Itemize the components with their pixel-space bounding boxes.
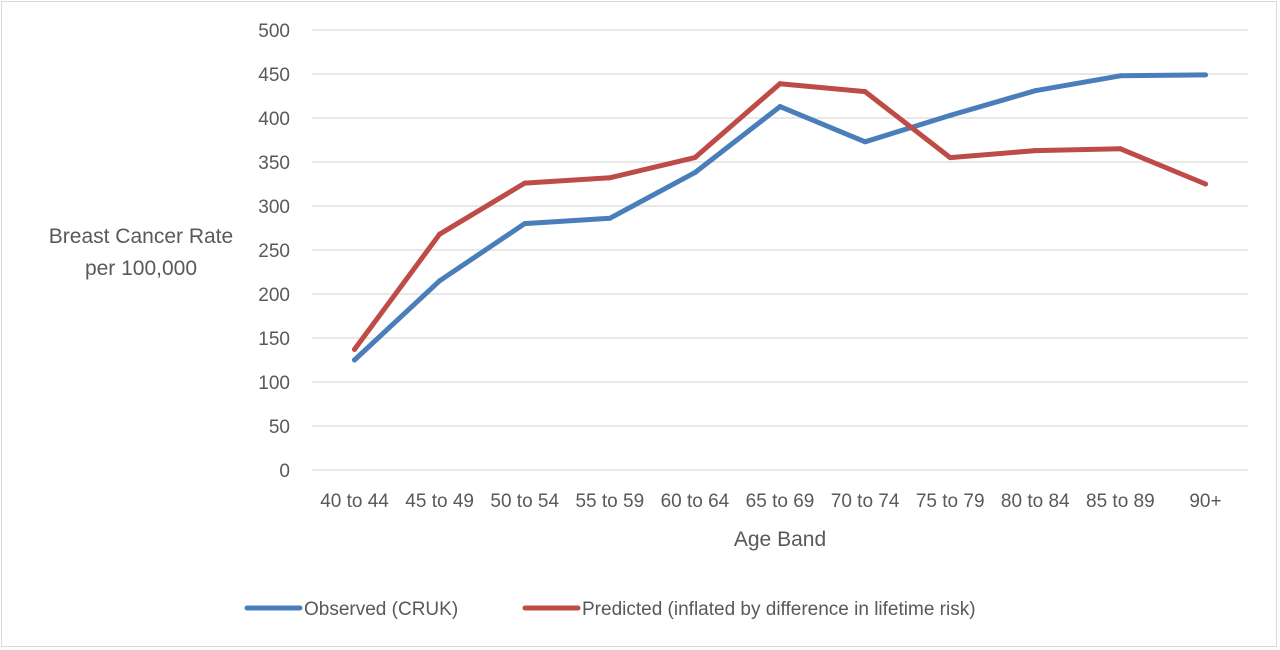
y-axis-title-line-2: per 100,000 (85, 257, 197, 280)
data-point-predicted (947, 155, 953, 161)
data-point-observed (1202, 72, 1208, 78)
legend-label-observed: Observed (CRUK) (304, 599, 458, 620)
x-axis-ticks: 40 to 44 45 to 49 50 to 54 55 to 59 60 to 64… (320, 491, 1221, 512)
y-tick-label: 250 (258, 241, 290, 262)
data-point-observed (607, 215, 613, 221)
x-tick-label: 40 to 44 (320, 491, 389, 512)
data-point-predicted (692, 155, 698, 161)
series-lines (352, 72, 1208, 363)
data-point-observed (692, 170, 698, 176)
x-axis-title: Age Band (734, 528, 826, 551)
y-tick-label: 450 (258, 65, 290, 86)
y-tick-label: 100 (258, 373, 290, 394)
y-tick-label: 0 (279, 461, 290, 482)
data-point-predicted (777, 81, 783, 87)
data-point-observed (862, 139, 868, 145)
data-point-predicted (522, 180, 528, 186)
data-point-predicted (437, 231, 443, 237)
x-tick-label: 45 to 49 (405, 491, 474, 512)
y-tick-label: 300 (258, 197, 290, 218)
series-line-predicted (352, 81, 1208, 352)
y-tick-label: 400 (258, 109, 290, 130)
y-tick-label: 50 (269, 417, 290, 438)
legend: Observed (CRUK) Predicted (inflated by d… (244, 599, 976, 620)
y-axis-title-line-1: Breast Cancer Rate (49, 225, 233, 248)
y-tick-label: 350 (258, 153, 290, 174)
data-point-observed (1117, 73, 1123, 79)
x-tick-label: 80 to 84 (1001, 491, 1070, 512)
data-point-predicted (1032, 148, 1038, 154)
x-tick-label: 65 to 69 (746, 491, 815, 512)
x-tick-label: 55 to 59 (575, 491, 644, 512)
x-tick-label: 75 to 79 (916, 491, 985, 512)
data-point-observed (437, 278, 443, 284)
x-tick-label: 90+ (1189, 491, 1221, 512)
y-tick-label: 200 (258, 285, 290, 306)
gridlines (312, 29, 1248, 471)
x-tick-label: 70 to 74 (831, 491, 900, 512)
data-point-predicted (352, 346, 358, 352)
data-point-observed (522, 221, 528, 227)
data-point-observed (352, 357, 358, 363)
data-point-predicted (862, 89, 868, 95)
y-tick-label: 500 (258, 21, 290, 42)
x-tick-label: 60 to 64 (661, 491, 730, 512)
y-tick-label: 150 (258, 329, 290, 350)
data-point-observed (1032, 88, 1038, 94)
y-axis-ticks: 0 50 100 150 200 250 300 350 400 450 500 (258, 21, 290, 482)
data-point-predicted (1117, 146, 1123, 152)
data-point-predicted (1202, 181, 1208, 187)
data-point-observed (947, 112, 953, 118)
legend-label-predicted: Predicted (inflated by difference in lif… (582, 599, 976, 620)
data-point-predicted (607, 175, 613, 181)
x-tick-label: 85 to 89 (1086, 491, 1155, 512)
data-point-observed (777, 104, 783, 110)
x-tick-label: 50 to 54 (490, 491, 559, 512)
